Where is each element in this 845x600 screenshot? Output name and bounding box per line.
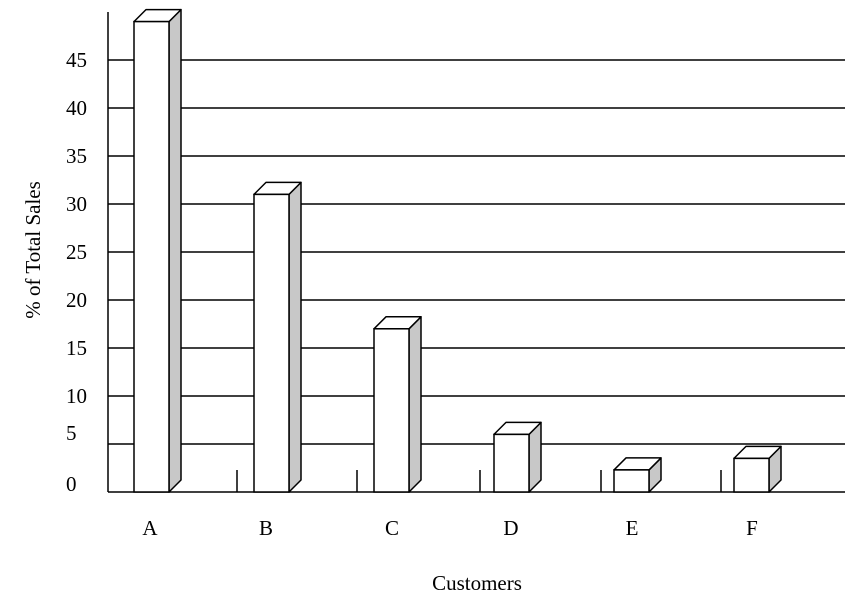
y-tick-label: 20 [66,288,87,312]
bar-front-face [733,457,770,493]
bars [133,8,782,493]
bar-front-face [613,469,650,493]
y-tick-label: 45 [66,48,87,72]
x-category-labels: A B C D E F [142,516,757,540]
x-category-label: B [259,516,273,540]
y-tick-label: 15 [66,336,87,360]
x-category-label: A [142,516,158,540]
bar [733,445,782,493]
x-category-label: E [626,516,639,540]
y-tick-label: 25 [66,240,87,264]
bar-front-face [373,328,410,493]
y-tick-label: 5 [66,421,77,445]
grid-lines [108,59,845,445]
x-axis-label: Customers [432,571,522,595]
x-category-label: C [385,516,399,540]
bar [613,457,662,493]
bar-side-face [408,316,422,493]
bar [493,421,542,493]
bar [133,8,182,493]
bar-side-face [168,8,182,493]
y-tick-label: 35 [66,144,87,168]
y-tick-labels: 0 5 10 15 20 25 30 35 40 45 [66,48,87,496]
bar [253,181,302,493]
axes [107,12,845,493]
y-tick-label: 10 [66,384,87,408]
y-tick-label: 40 [66,96,87,120]
y-tick-label: 0 [66,472,77,496]
bar-front-face [133,20,170,493]
y-tick-label: 30 [66,192,87,216]
y-axis-label: % of Total Sales [21,181,45,319]
x-category-label: D [503,516,518,540]
bar-front-face [253,193,290,493]
x-category-label: F [746,516,758,540]
bar-front-face [493,433,530,493]
bar [373,316,422,493]
bar-side-face [288,181,302,493]
